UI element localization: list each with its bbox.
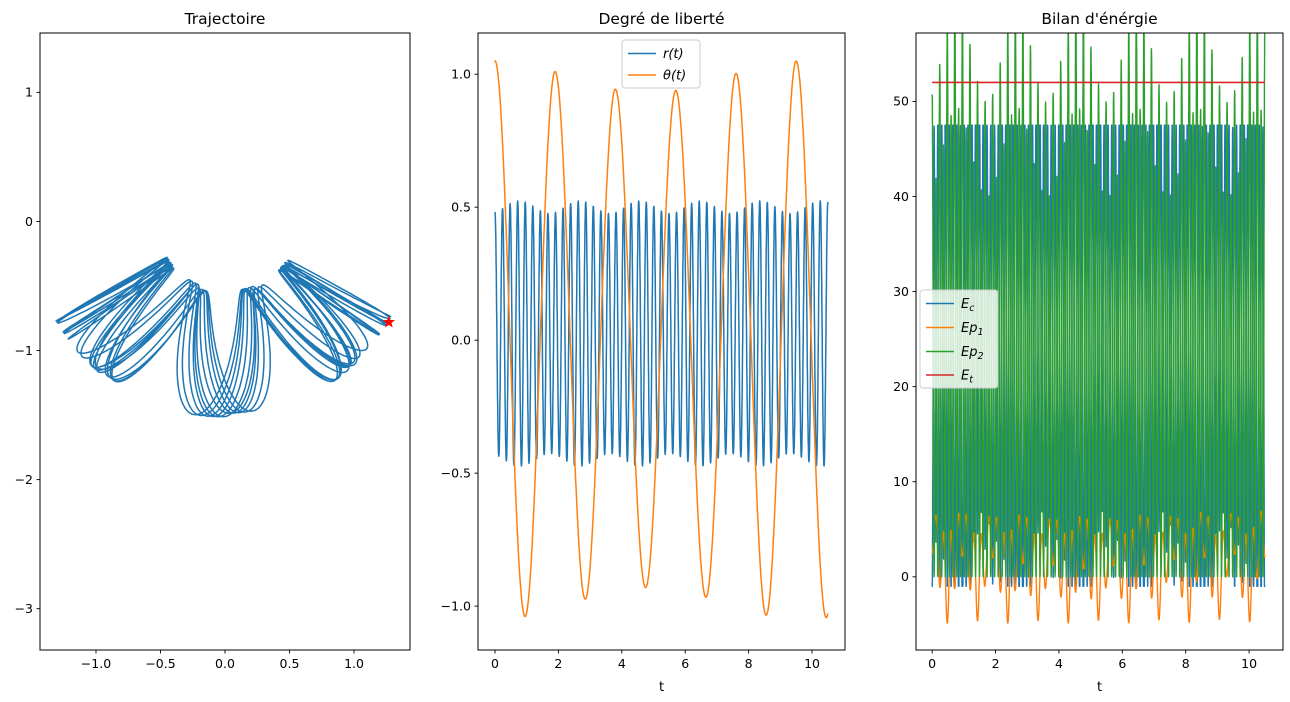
- x-tick-label: 6: [1118, 656, 1126, 671]
- x-tick-label: 4: [618, 656, 626, 671]
- energy-ticks: 0 2 4 6 8 10 0 10 20 30 40 50: [893, 94, 1257, 671]
- x-tick-label: 0.0: [215, 656, 235, 671]
- plot3-legend: Ec Ep1 Ep2 Et: [919, 289, 999, 389]
- legend-label-ep1: Ep1: [961, 321, 984, 338]
- subplot-trajectory-series: [55, 256, 396, 418]
- theta-line: [494, 60, 829, 619]
- y-tick-label: 40: [893, 189, 909, 204]
- plot2-legend: r(t) θ(t): [621, 39, 701, 89]
- energy-axes-box: [915, 32, 1284, 651]
- trajectory-ticks: −1.0 −0.5 0.0 0.5 1.0 1 0 −1 −2 −3: [15, 85, 364, 671]
- x-tick-label: 6: [681, 656, 689, 671]
- x-tick-label: 0: [928, 656, 936, 671]
- y-tick-label: 50: [893, 94, 909, 109]
- subplot-energy-series: [931, 33, 1266, 624]
- trajectory-axes-box: [39, 32, 411, 651]
- r-line: [494, 200, 829, 467]
- legend-label-ep2: Ep2: [961, 345, 984, 362]
- legend-label-et: Et: [961, 369, 974, 386]
- y-tick-label: −0.5: [441, 465, 471, 480]
- y-tick-label: 0.0: [451, 332, 471, 347]
- y-tick-label: −2: [15, 472, 33, 487]
- y-tick-label: 10: [893, 474, 909, 489]
- y-tick-label: 0: [25, 214, 33, 229]
- legend-label-ec: Ec: [961, 297, 975, 314]
- x-tick-label: 0.5: [280, 656, 300, 671]
- plot2-legend-frame: [621, 39, 701, 89]
- plot2-title: Degré de liberté: [598, 10, 724, 28]
- x-tick-label: 2: [992, 656, 1000, 671]
- x-tick-label: 10: [804, 656, 820, 671]
- trajectory-line: [55, 256, 392, 418]
- x-tick-label: 4: [1055, 656, 1063, 671]
- x-tick-label: 2: [554, 656, 562, 671]
- ep2-line: [931, 33, 1266, 578]
- y-tick-label: 30: [893, 284, 909, 299]
- legend-label-theta: θ(t): [663, 69, 686, 84]
- x-tick-label: 1.0: [344, 656, 364, 671]
- plot3-xlabel: t: [1097, 680, 1102, 695]
- x-tick-label: 8: [1182, 656, 1190, 671]
- y-tick-label: 1.0: [451, 67, 471, 82]
- x-tick-label: 8: [745, 656, 753, 671]
- dof-axes-box: [477, 32, 846, 651]
- dof-ticks: 0 2 4 6 8 10 1.0 0.5 0.0 −0.5 −1.0: [441, 67, 820, 671]
- y-tick-label: −3: [15, 601, 33, 616]
- legend-label-r: r(t): [663, 47, 684, 62]
- x-tick-label: 10: [1241, 656, 1257, 671]
- y-tick-label: −1: [15, 343, 33, 358]
- start-marker-star: [382, 315, 396, 328]
- x-tick-label: −0.5: [145, 656, 175, 671]
- subplot-dof-series: [494, 60, 829, 619]
- plot3-title: Bilan d'énérgie: [1041, 10, 1157, 28]
- x-tick-label: 0: [491, 656, 499, 671]
- plot3-legend-frame: [919, 289, 999, 389]
- y-tick-label: 0: [901, 569, 909, 584]
- x-tick-label: −1.0: [81, 656, 111, 671]
- y-tick-label: 0.5: [451, 199, 471, 214]
- y-tick-label: −1.0: [441, 598, 471, 613]
- y-tick-label: 1: [25, 85, 33, 100]
- plot2-xlabel: t: [659, 680, 664, 695]
- y-tick-label: 20: [893, 379, 909, 394]
- plot1-title: Trajectoire: [184, 10, 266, 28]
